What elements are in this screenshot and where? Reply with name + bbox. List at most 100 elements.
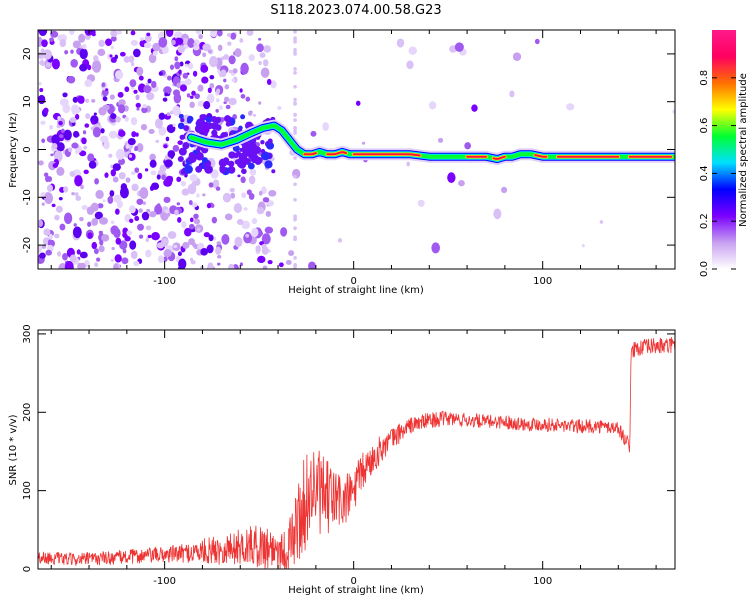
spectrogram-speckle	[193, 42, 197, 46]
spectrogram-speckle	[581, 243, 585, 248]
spectrogram-speckle	[118, 130, 126, 137]
spectrogram-speckle	[293, 112, 297, 117]
spectrogram-speckle	[173, 93, 182, 104]
spectrogram-speckle	[464, 142, 472, 150]
spectrogram-cluster-blob	[177, 155, 184, 163]
spectrogram-speckle	[129, 79, 137, 88]
snr-y-tick-label: 200	[22, 403, 33, 422]
spectrogram-speckle	[92, 126, 101, 138]
spectrogram-speckle	[270, 80, 277, 89]
spectrogram-speckle	[48, 233, 53, 240]
spectrogram-speckle	[293, 131, 297, 135]
spectrogram-speckle	[177, 45, 186, 54]
spectrogram-speckle	[134, 167, 140, 174]
spectrogram-speckle	[158, 126, 167, 136]
spectrogram-x-tick-label: -100	[153, 276, 176, 287]
spectrogram-speckle	[172, 144, 180, 152]
spectrogram-speckle	[113, 227, 121, 239]
spectrogram-speckle	[110, 35, 117, 42]
spectrogram-cluster-blob	[196, 147, 201, 152]
spectrogram-speckle	[144, 168, 149, 172]
spectrogram-speckle	[117, 91, 124, 98]
spectrogram-cluster-blob	[195, 152, 204, 161]
spectrogram-speckle	[62, 103, 71, 114]
spectrogram-speckle	[128, 154, 133, 158]
spectrogram-speckle	[109, 54, 113, 58]
spectrogram-ridge-peak	[326, 151, 348, 156]
spectrogram-cluster-blob	[195, 165, 203, 173]
spectrogram-speckle	[74, 175, 83, 187]
snr-ticks: -100 0 100 0 100 200 300	[22, 324, 675, 587]
spectrogram-speckle	[163, 144, 168, 149]
spectrogram-speckle	[406, 60, 414, 70]
spectrogram-speckle	[131, 62, 135, 67]
spectrogram-speckle	[49, 37, 54, 42]
spectrogram-speckle	[228, 55, 236, 65]
spectrogram-speckle	[243, 207, 248, 211]
spectrogram-cluster-blob	[215, 124, 222, 131]
spectrogram-speckle	[54, 233, 60, 239]
spectrogram-speckle	[58, 196, 63, 201]
spectrogram-speckle	[408, 46, 417, 55]
spectrogram-speckle	[293, 126, 297, 130]
spectrogram-speckle	[182, 37, 189, 45]
spectrogram-speckle	[207, 87, 212, 94]
spectrogram-speckle	[96, 257, 101, 262]
snr-y-tick-label: 300	[22, 324, 33, 343]
spectrogram-speckle	[206, 244, 214, 254]
spectrogram-cluster-blob	[178, 113, 184, 119]
spectrogram-speckle	[293, 256, 297, 260]
spectrogram-speckle	[258, 190, 263, 196]
spectrogram-speckle	[88, 160, 97, 169]
spectrogram-speckle	[293, 37, 297, 42]
spectrogram-speckle	[137, 223, 144, 231]
spectrogram-heatmap	[38, 30, 675, 269]
snr-y-tick-label: 100	[22, 481, 33, 500]
spectrogram-speckle	[122, 248, 127, 254]
spectrogram-speckle	[237, 174, 241, 178]
spectrogram-speckle	[180, 180, 187, 187]
spectrogram-speckle	[257, 255, 266, 264]
spectrogram-speckle	[322, 122, 329, 131]
spectrogram-speckle	[240, 93, 246, 99]
spectrogram-speckle	[197, 84, 204, 92]
spectrogram-speckle	[428, 101, 437, 110]
spectrogram-speckle	[223, 78, 227, 83]
spectrogram-speckle	[72, 40, 81, 49]
spectrogram-speckle	[79, 63, 88, 72]
spectrogram-speckle	[209, 75, 215, 80]
spectrogram-speckle	[258, 101, 262, 105]
spectrogram-speckle	[240, 176, 246, 184]
spectrogram-speckle	[193, 181, 198, 185]
spectrogram-speckle	[174, 37, 184, 45]
spectrogram-speckle	[110, 220, 115, 224]
spectrogram-speckle	[79, 216, 84, 222]
spectrogram-speckle	[189, 101, 195, 109]
spectrogram-speckle	[288, 250, 295, 257]
spectrogram-speckle	[123, 56, 130, 63]
colorbar-tick-label: 0.0	[699, 261, 710, 277]
spectrogram-speckle	[83, 169, 89, 175]
spectrogram-speckle	[105, 38, 113, 47]
spectrogram-speckle	[267, 260, 273, 265]
spectrogram-speckle	[293, 264, 297, 268]
spectrogram-speckle	[165, 209, 170, 214]
spectrogram-speckle	[161, 237, 169, 247]
spectrogram-y-tick-label: 0	[22, 146, 33, 152]
spectrogram-speckle	[458, 180, 465, 187]
spectrogram-speckle	[265, 210, 272, 217]
spectrogram-speckle	[139, 187, 149, 199]
spectrogram-speckle	[181, 220, 187, 229]
spectrogram-speckle	[406, 161, 411, 167]
spectrogram-speckle	[182, 241, 190, 249]
snr-frame	[37, 329, 676, 570]
spectrogram-speckle	[216, 241, 222, 245]
spectrogram-speckle	[63, 129, 72, 141]
spectrogram-speckle	[188, 223, 195, 230]
spectrogram-speckle	[672, 109, 675, 114]
spectrogram-speckle	[293, 50, 297, 55]
spectrogram-speckle	[132, 48, 141, 58]
spectrogram-speckle	[134, 145, 139, 151]
spectrogram-speckle	[39, 60, 45, 66]
spectrogram-speckle	[187, 62, 194, 70]
